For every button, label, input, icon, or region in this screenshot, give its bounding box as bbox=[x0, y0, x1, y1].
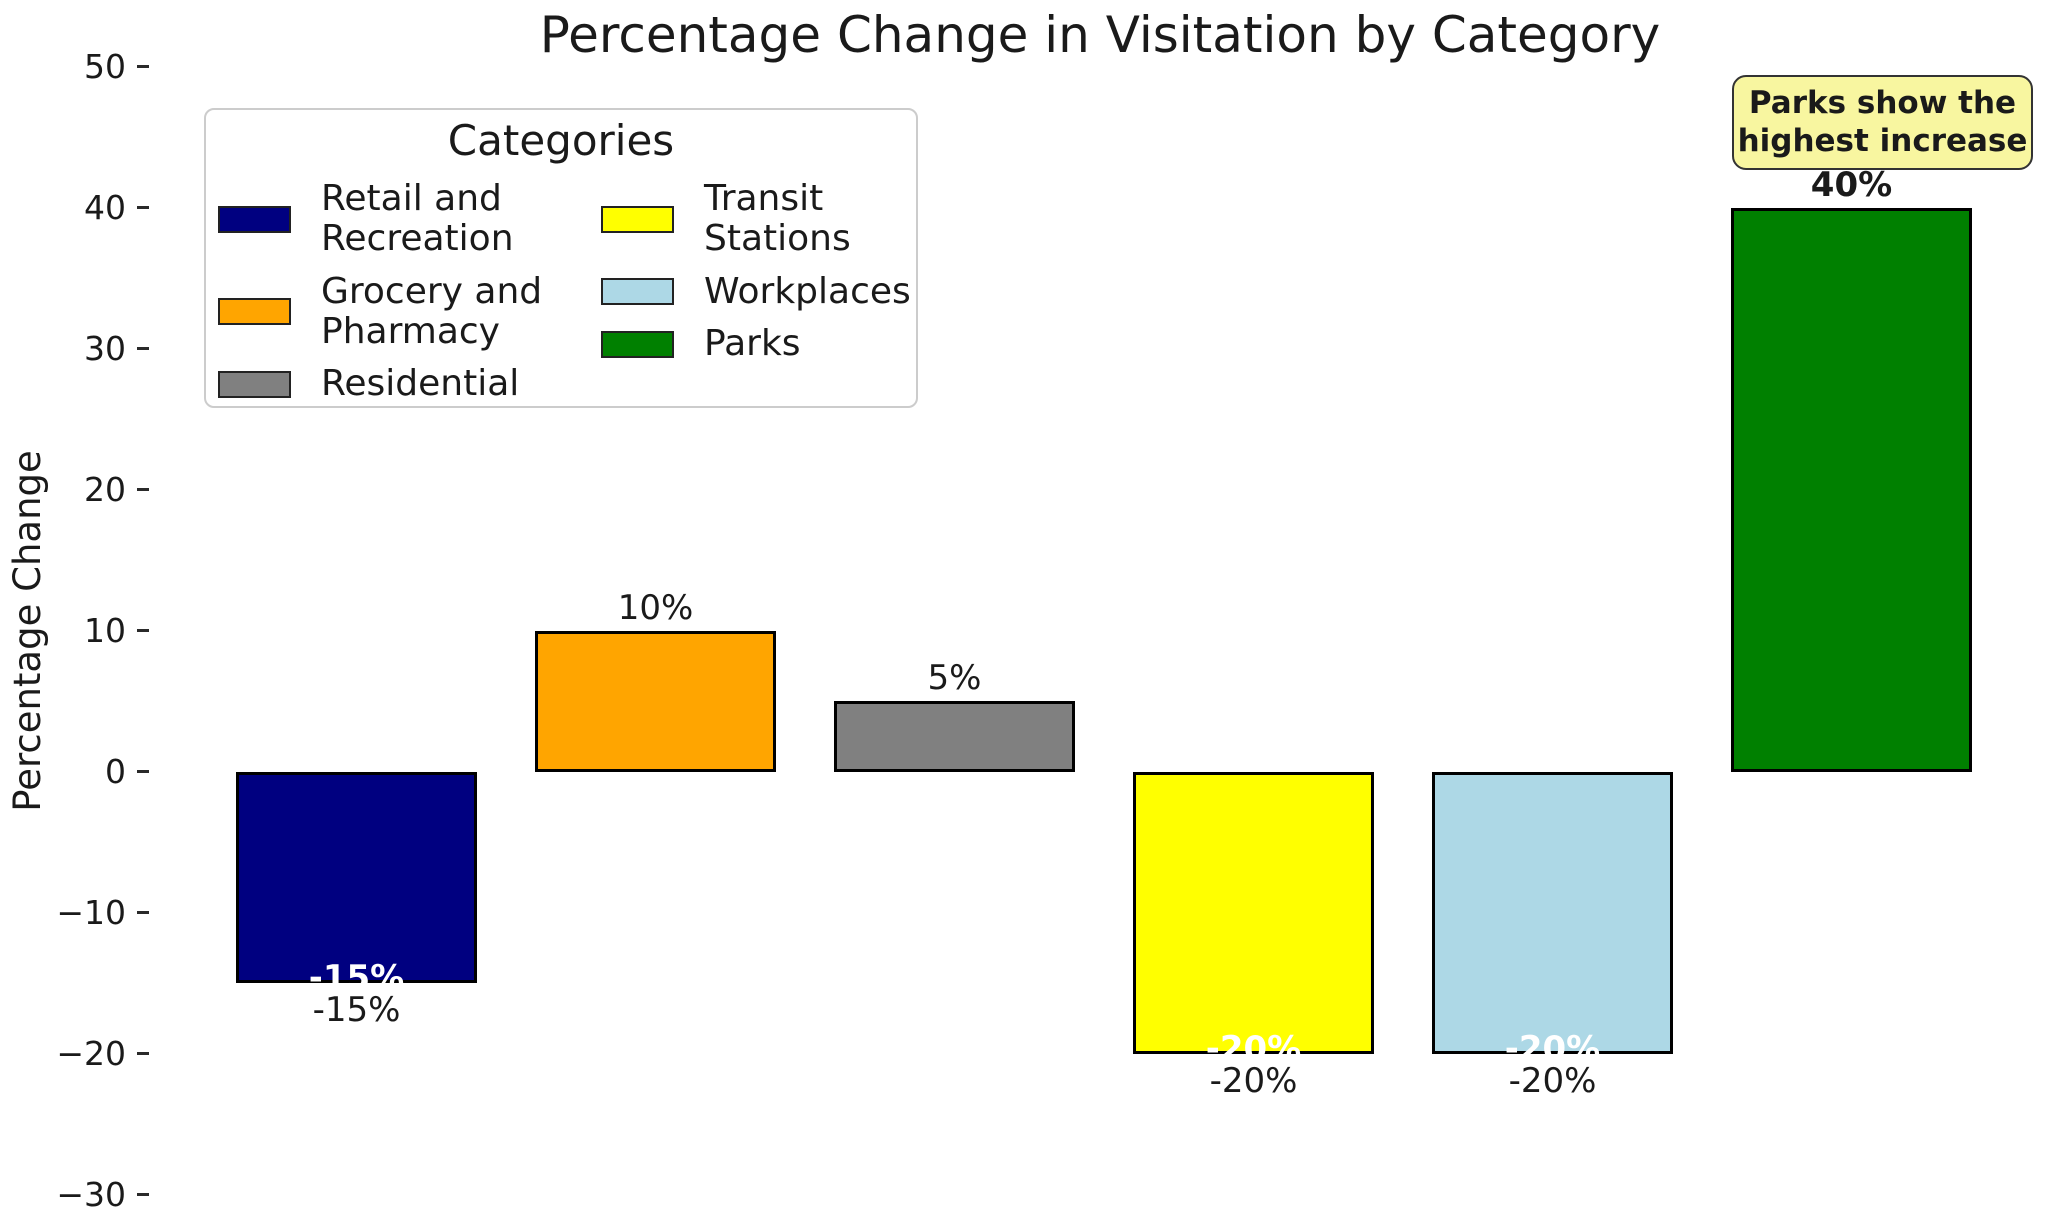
y-tick-label--10: −10 bbox=[56, 892, 126, 932]
bar-retail-and-recreation bbox=[236, 771, 477, 983]
legend-swatch-residential bbox=[218, 370, 291, 398]
bar-value-label-transit-stations: -20% bbox=[1209, 1060, 1298, 1101]
legend-columns: Retail and Recreation Grocery and Pharmac… bbox=[206, 165, 916, 405]
chart-title: Percentage Change in Visitation by Categ… bbox=[539, 6, 1661, 64]
legend-swatch-transit-stations bbox=[601, 205, 674, 233]
legend-label-transit-stations: Transit Stations bbox=[704, 178, 851, 260]
y-tick-label-40: 40 bbox=[84, 187, 126, 227]
bar-inner-label-workplaces: -20% bbox=[1504, 1028, 1601, 1069]
y-tick-label-20: 20 bbox=[84, 469, 126, 509]
legend: Categories Retail and Recreation Grocery … bbox=[204, 108, 918, 408]
legend-swatch-grocery-and-pharmacy bbox=[218, 298, 291, 326]
bar-value-label-parks: 40% bbox=[1810, 164, 1893, 205]
legend-item-residential: Residential bbox=[218, 363, 601, 405]
legend-label-parks: Parks bbox=[704, 322, 801, 364]
legend-item-parks: Parks bbox=[601, 322, 911, 364]
y-tick-label-30: 30 bbox=[84, 328, 126, 368]
bar-residential bbox=[834, 701, 1075, 772]
legend-label-grocery-and-pharmacy: Grocery and Pharmacy bbox=[321, 270, 543, 352]
y-tick-mark--30 bbox=[137, 1193, 149, 1196]
legend-item-workplaces: Workplaces bbox=[601, 270, 911, 312]
bar-parks bbox=[1731, 207, 1972, 772]
y-tick-mark-40 bbox=[137, 206, 149, 209]
y-tick-mark-20 bbox=[137, 488, 149, 491]
legend-column-2: Transit Stations Workplaces Parks bbox=[601, 178, 911, 405]
bar-transit-stations bbox=[1133, 771, 1374, 1054]
bar-grocery-and-pharmacy bbox=[535, 630, 776, 772]
bar-inner-label-retail-and-recreation: -15% bbox=[308, 958, 405, 998]
legend-title: Categories bbox=[447, 116, 675, 165]
legend-item-transit-stations: Transit Stations bbox=[601, 178, 911, 260]
bar-value-label-workplaces: -20% bbox=[1508, 1060, 1597, 1101]
legend-label-workplaces: Workplaces bbox=[704, 270, 911, 312]
legend-label-residential: Residential bbox=[321, 363, 520, 405]
y-tick-mark--10 bbox=[137, 911, 149, 914]
y-tick-mark-30 bbox=[137, 347, 149, 350]
bar-inner-label-transit-stations: -20% bbox=[1205, 1028, 1302, 1069]
legend-column-1: Retail and Recreation Grocery and Pharmac… bbox=[218, 178, 601, 405]
y-tick-mark--20 bbox=[137, 1052, 149, 1055]
annotation-text: Parks show the highest increase bbox=[1737, 84, 2028, 159]
bar-value-label-retail-and-recreation: -15% bbox=[312, 990, 401, 1030]
annotation-callout: Parks show the highest increase bbox=[1732, 75, 2033, 170]
legend-label-retail-and-recreation: Retail and Recreation bbox=[321, 178, 514, 260]
bar-value-label-grocery-and-pharmacy: 10% bbox=[617, 587, 694, 628]
bar-value-label-residential: 5% bbox=[927, 658, 982, 698]
bar-workplaces bbox=[1432, 771, 1673, 1054]
legend-swatch-retail-and-recreation bbox=[218, 205, 291, 233]
legend-item-retail-and-recreation: Retail and Recreation bbox=[218, 178, 601, 260]
y-tick-mark-10 bbox=[137, 629, 149, 632]
y-tick-mark-50 bbox=[137, 65, 149, 68]
y-tick-label-10: 10 bbox=[84, 610, 126, 650]
y-tick-label-0: 0 bbox=[105, 751, 126, 791]
y-tick-label--30: −30 bbox=[56, 1174, 126, 1214]
y-tick-label-50: 50 bbox=[84, 46, 126, 86]
legend-swatch-workplaces bbox=[601, 278, 674, 306]
legend-swatch-parks bbox=[601, 330, 674, 358]
y-tick-mark-0 bbox=[137, 770, 149, 773]
y-tick-label--20: −20 bbox=[56, 1033, 126, 1073]
legend-item-grocery-and-pharmacy: Grocery and Pharmacy bbox=[218, 270, 601, 353]
